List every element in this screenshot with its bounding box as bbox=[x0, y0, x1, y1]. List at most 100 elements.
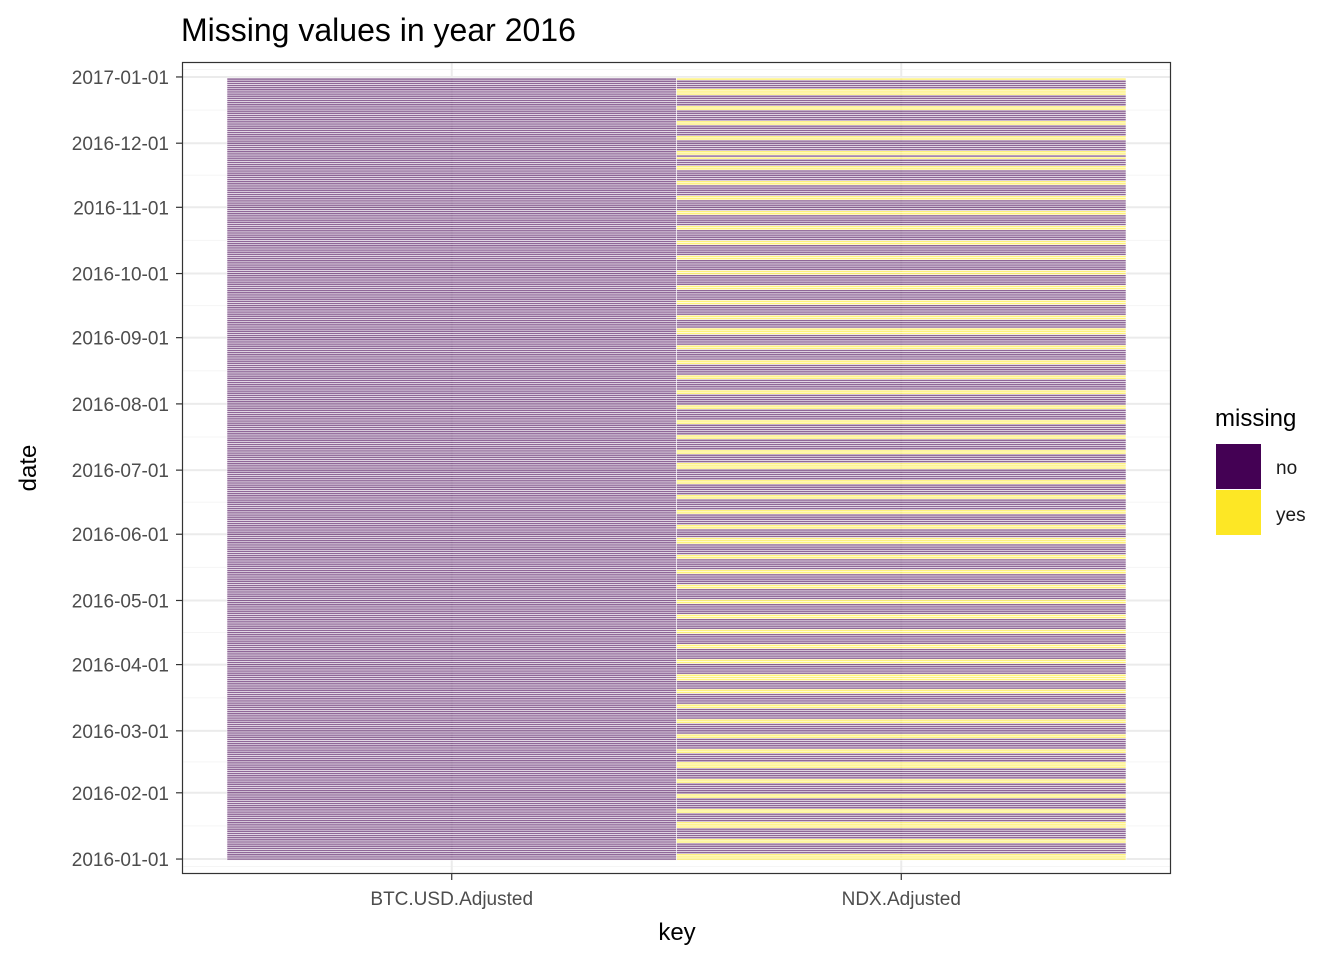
heatmap-tile bbox=[226, 252, 677, 256]
heatmap-tile bbox=[676, 799, 1127, 803]
heatmap-tile bbox=[226, 161, 677, 164]
heatmap-tile bbox=[226, 466, 677, 470]
heatmap-tile bbox=[676, 705, 1127, 709]
heatmap-tile bbox=[226, 569, 677, 572]
heatmap-tile bbox=[676, 252, 1127, 256]
heatmap-tile bbox=[226, 554, 677, 557]
heatmap-tile bbox=[676, 379, 1127, 382]
heatmap-tile bbox=[226, 233, 677, 237]
heatmap-tile bbox=[676, 473, 1127, 476]
heatmap-tile bbox=[676, 475, 1127, 478]
heatmap-tile bbox=[676, 349, 1127, 352]
heatmap-tile bbox=[226, 428, 677, 431]
heatmap-tile bbox=[226, 772, 677, 775]
heatmap-tile bbox=[226, 214, 677, 218]
heatmap-tile bbox=[676, 584, 1127, 587]
heatmap-tile bbox=[676, 389, 1127, 393]
heatmap-tile bbox=[226, 180, 677, 184]
heatmap-tile bbox=[226, 94, 677, 98]
heatmap-tile bbox=[676, 205, 1127, 209]
heatmap-tile bbox=[226, 648, 677, 652]
heatmap-tile bbox=[676, 468, 1127, 472]
heatmap-tile bbox=[676, 453, 1127, 457]
heatmap-tile bbox=[226, 539, 677, 543]
heatmap-tile bbox=[226, 240, 677, 243]
heatmap-tile bbox=[676, 656, 1127, 660]
heatmap-tile bbox=[226, 494, 677, 498]
heatmap-tile bbox=[226, 432, 677, 436]
heatmap-tile bbox=[226, 605, 677, 609]
heatmap-tile bbox=[676, 244, 1127, 248]
heatmap-tile bbox=[226, 517, 677, 521]
heatmap-tile bbox=[226, 658, 677, 662]
x-axis-title: key bbox=[658, 919, 695, 946]
heatmap-tile bbox=[676, 148, 1127, 151]
heatmap-tile bbox=[676, 652, 1127, 656]
heatmap-tile bbox=[226, 329, 677, 333]
heatmap-tile bbox=[676, 735, 1127, 739]
heatmap-tile bbox=[676, 836, 1127, 840]
heatmap-tile bbox=[226, 842, 677, 846]
heatmap-tile bbox=[226, 729, 677, 733]
heatmap-tile bbox=[676, 364, 1127, 367]
heatmap-tile bbox=[676, 797, 1127, 801]
heatmap-tile bbox=[226, 799, 677, 803]
heatmap-tile bbox=[676, 515, 1127, 519]
heatmap-tile bbox=[226, 776, 677, 780]
heatmap-tile bbox=[676, 785, 1127, 788]
heatmap-tile bbox=[226, 107, 677, 111]
heatmap-tile bbox=[676, 490, 1127, 493]
heatmap-tile bbox=[226, 735, 677, 739]
heatmap-tile bbox=[676, 695, 1127, 699]
heatmap-tile bbox=[226, 541, 677, 545]
heatmap-tile bbox=[676, 582, 1127, 585]
heatmap-tile bbox=[676, 319, 1127, 322]
heatmap-tile bbox=[676, 428, 1127, 431]
heatmap-tile bbox=[676, 304, 1127, 307]
heatmap-tile bbox=[676, 539, 1127, 543]
heatmap-tile bbox=[676, 552, 1127, 555]
heatmap-tile bbox=[676, 599, 1127, 602]
heatmap-tile bbox=[676, 718, 1127, 722]
heatmap-tile bbox=[676, 684, 1127, 688]
heatmap-tile bbox=[676, 603, 1127, 607]
heatmap-tile bbox=[226, 695, 677, 699]
heatmap-tile bbox=[676, 667, 1127, 671]
heatmap-tile bbox=[226, 586, 677, 590]
heatmap-tile bbox=[226, 120, 677, 124]
heatmap-tile bbox=[676, 146, 1127, 149]
heatmap-tile bbox=[226, 287, 677, 290]
heatmap-tile bbox=[226, 460, 677, 463]
heatmap-tile bbox=[226, 543, 677, 547]
heatmap-tile bbox=[226, 547, 677, 551]
heatmap-tile bbox=[226, 216, 677, 220]
heatmap-tile bbox=[676, 605, 1127, 609]
heatmap-tile bbox=[676, 823, 1127, 827]
heatmap-tile bbox=[676, 543, 1127, 547]
heatmap-tile bbox=[676, 571, 1127, 575]
heatmap-tile bbox=[226, 532, 677, 536]
heatmap-tile bbox=[226, 413, 677, 416]
heatmap-tile bbox=[676, 306, 1127, 310]
heatmap-tile bbox=[676, 567, 1127, 570]
heatmap-tile bbox=[676, 671, 1127, 675]
heatmap-tile bbox=[226, 479, 677, 483]
heatmap-tile bbox=[676, 770, 1127, 773]
heatmap-tile bbox=[226, 436, 677, 440]
heatmap-tile bbox=[226, 421, 677, 425]
heatmap-tile bbox=[226, 603, 677, 607]
heatmap-tile bbox=[676, 274, 1127, 278]
heatmap-tile bbox=[226, 682, 677, 686]
heatmap-tile bbox=[226, 791, 677, 795]
y-tick-label: 2016-11-01 bbox=[73, 198, 169, 219]
heatmap-tile bbox=[676, 738, 1127, 741]
heatmap-tile bbox=[226, 312, 677, 316]
heatmap-tile bbox=[226, 620, 677, 624]
heatmap-tile bbox=[226, 596, 677, 600]
heatmap-tile bbox=[226, 716, 677, 720]
heatmap-tile bbox=[226, 500, 677, 504]
heatmap-tile bbox=[226, 272, 677, 275]
heatmap-tile bbox=[676, 590, 1127, 594]
heatmap-tile bbox=[226, 535, 677, 538]
